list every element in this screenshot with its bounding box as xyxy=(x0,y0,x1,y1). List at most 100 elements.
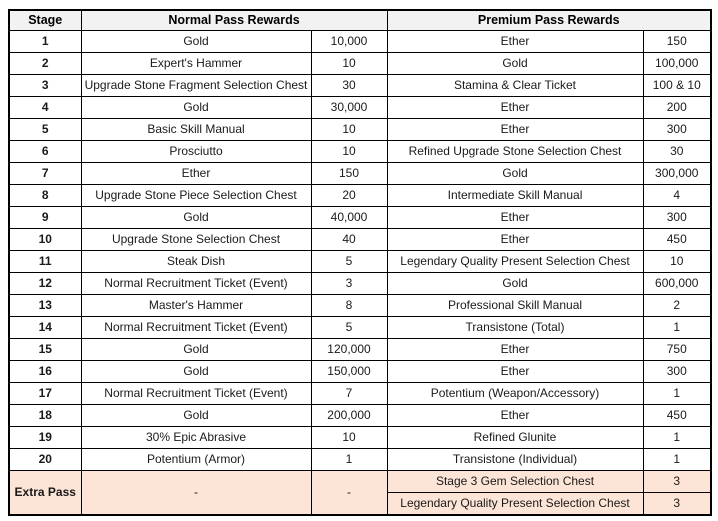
table-row: 11 Steak Dish 5 Legendary Quality Present S… xyxy=(8,250,712,273)
normal-item-cell: Potentium (Armor) xyxy=(80,448,312,471)
extra-normal-qty-cell: - xyxy=(310,470,388,516)
table-row: 17 Normal Recruitment Ticket (Event) 7 Pote… xyxy=(8,382,712,405)
normal-item-cell: Upgrade Stone Piece Selection Chest xyxy=(80,184,312,207)
premium-item-cell: Stamina & Clear Ticket xyxy=(386,74,644,97)
stage-cell: 10 xyxy=(8,228,82,251)
header-stage: Stage xyxy=(8,9,82,31)
normal-qty-cell: 40,000 xyxy=(310,206,388,229)
premium-qty-cell: 30 xyxy=(642,140,712,163)
premium-qty-cell: 10 xyxy=(642,250,712,273)
premium-qty-cell: 300 xyxy=(642,118,712,141)
normal-qty-cell: 200,000 xyxy=(310,404,388,427)
extra-premium-item-cell: Legendary Quality Present Selection Ches… xyxy=(386,492,644,516)
premium-item-cell: Ether xyxy=(386,338,644,361)
premium-qty-cell: 2 xyxy=(642,294,712,317)
premium-item-cell: Transistone (Individual) xyxy=(386,448,644,471)
premium-item-cell: Ether xyxy=(386,118,644,141)
stage-cell: 9 xyxy=(8,206,82,229)
table-row: 8 Upgrade Stone Piece Selection Chest 20 In… xyxy=(8,184,712,207)
header-normal-pass-rewards: Normal Pass Rewards xyxy=(80,9,388,31)
stage-cell: 5 xyxy=(8,118,82,141)
table-row: 9 Gold 40,000 Ether 300 xyxy=(8,206,712,229)
normal-qty-cell: 10 xyxy=(310,140,388,163)
table-row: 18 Gold 200,000 Ether 450 xyxy=(8,404,712,427)
normal-qty-cell: 20 xyxy=(310,184,388,207)
extra-pass-label-cell: Extra Pass xyxy=(8,470,82,516)
premium-qty-cell: 200 xyxy=(642,96,712,119)
stage-cell: 16 xyxy=(8,360,82,383)
premium-item-cell: Gold xyxy=(386,52,644,75)
normal-item-cell: Upgrade Stone Fragment Selection Chest xyxy=(80,74,312,97)
table-row: 14 Normal Recruitment Ticket (Event) 5 Tran… xyxy=(8,316,712,339)
premium-qty-cell: 750 xyxy=(642,338,712,361)
normal-qty-cell: 30,000 xyxy=(310,96,388,119)
normal-item-cell: Gold xyxy=(80,30,312,53)
stage-cell: 3 xyxy=(8,74,82,97)
table-row: 12 Normal Recruitment Ticket (Event) 3 Gold… xyxy=(8,272,712,295)
stage-cell: 18 xyxy=(8,404,82,427)
premium-item-cell: Ether xyxy=(386,96,644,119)
table-row: 1 Gold 10,000 Ether 150 xyxy=(8,30,712,53)
stage-cell: 14 xyxy=(8,316,82,339)
normal-qty-cell: 30 xyxy=(310,74,388,97)
table-row: 4 Gold 30,000 Ether 200 xyxy=(8,96,712,119)
table-row: 6 Prosciutto 10 Refined Upgrade Stone Selec… xyxy=(8,140,712,163)
normal-item-cell: Normal Recruitment Ticket (Event) xyxy=(80,272,312,295)
normal-qty-cell: 5 xyxy=(310,250,388,273)
table-row: 3 Upgrade Stone Fragment Selection Chest 3… xyxy=(8,74,712,97)
pass-rewards-table: Stage Normal Pass Rewards Premium Pass R… xyxy=(8,9,712,516)
premium-qty-cell: 300,000 xyxy=(642,162,712,185)
premium-item-cell: Ether xyxy=(386,30,644,53)
normal-item-cell: Normal Recruitment Ticket (Event) xyxy=(80,316,312,339)
extra-pass-row: Extra Pass - - Stage 3 Gem Selection Chest 3 xyxy=(8,470,712,516)
stage-cell: 4 xyxy=(8,96,82,119)
normal-item-cell: Gold xyxy=(80,360,312,383)
premium-item-cell: Ether xyxy=(386,206,644,229)
header-row: Stage Normal Pass Rewards Premium Pass R… xyxy=(8,9,712,31)
normal-qty-cell: 1 xyxy=(310,448,388,471)
normal-item-cell: Gold xyxy=(80,338,312,361)
table-row: 2 Expert's Hammer 10 Gold 100,000 xyxy=(8,52,712,75)
premium-qty-cell: 1 xyxy=(642,382,712,405)
stage-cell: 11 xyxy=(8,250,82,273)
normal-qty-cell: 10,000 xyxy=(310,30,388,53)
table-row: 7 Ether 150 Gold 300,000 xyxy=(8,162,712,185)
normal-item-cell: Master's Hammer xyxy=(80,294,312,317)
normal-item-cell: Ether xyxy=(80,162,312,185)
normal-qty-cell: 10 xyxy=(310,118,388,141)
extra-premium-qty-cell: 3 xyxy=(642,470,712,493)
extra-pass-row: Legendary Quality Present Selection Ches… xyxy=(9,492,712,516)
premium-qty-cell: 150 xyxy=(642,30,712,53)
normal-qty-cell: 40 xyxy=(310,228,388,251)
normal-item-cell: 30% Epic Abrasive xyxy=(80,426,312,449)
stage-cell: 2 xyxy=(8,52,82,75)
extra-premium-item-cell: Stage 3 Gem Selection Chest xyxy=(386,470,644,493)
premium-item-cell: Transistone (Total) xyxy=(386,316,644,339)
premium-qty-cell: 100 & 10 xyxy=(642,74,712,97)
premium-item-cell: Potentium (Weapon/Accessory) xyxy=(386,382,644,405)
normal-qty-cell: 150,000 xyxy=(310,360,388,383)
extra-normal-item-cell: - xyxy=(80,470,312,516)
premium-item-cell: Intermediate Skill Manual xyxy=(386,184,644,207)
premium-qty-cell: 600,000 xyxy=(642,272,712,295)
stage-cell: 19 xyxy=(8,426,82,449)
normal-item-cell: Expert's Hammer xyxy=(80,52,312,75)
extra-premium-qty-cell: 3 xyxy=(642,492,712,516)
normal-item-cell: Upgrade Stone Selection Chest xyxy=(80,228,312,251)
stage-cell: 7 xyxy=(8,162,82,185)
premium-qty-cell: 4 xyxy=(642,184,712,207)
stage-cell: 13 xyxy=(8,294,82,317)
normal-item-cell: Gold xyxy=(80,206,312,229)
normal-item-cell: Normal Recruitment Ticket (Event) xyxy=(80,382,312,405)
normal-qty-cell: 8 xyxy=(310,294,388,317)
table-row: 19 30% Epic Abrasive 10 Refined Glunite 1 xyxy=(8,426,712,449)
premium-item-cell: Gold xyxy=(386,272,644,295)
normal-qty-cell: 7 xyxy=(310,382,388,405)
table-row: 5 Basic Skill Manual 10 Ether 300 xyxy=(8,118,712,141)
normal-qty-cell: 10 xyxy=(310,52,388,75)
premium-qty-cell: 100,000 xyxy=(642,52,712,75)
normal-qty-cell: 3 xyxy=(310,272,388,295)
normal-item-cell: Gold xyxy=(80,96,312,119)
premium-qty-cell: 1 xyxy=(642,448,712,471)
header-premium-pass-rewards: Premium Pass Rewards xyxy=(386,9,712,31)
